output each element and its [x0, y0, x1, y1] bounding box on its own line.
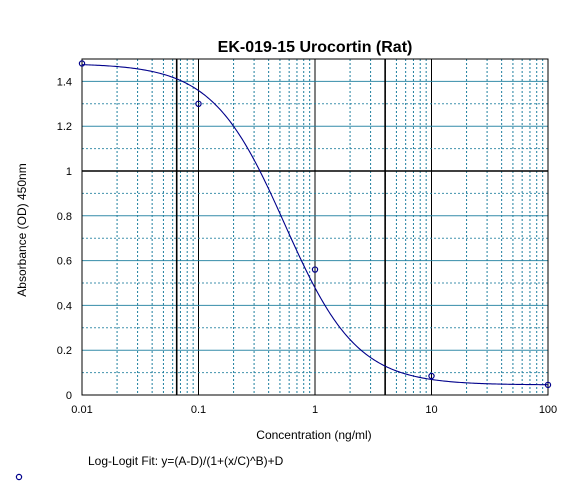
data-point [311, 266, 319, 273]
fit-equation-label: Log-Logit Fit: y=(A-D)/(1+(x/C)^B)+D [88, 454, 284, 468]
data-point [544, 381, 552, 389]
y-tick-label: 0.8 [57, 211, 72, 223]
reference-lines [82, 59, 548, 395]
y-tick-label: 1.2 [57, 121, 72, 133]
y-tick-label: 0.6 [57, 256, 72, 268]
plot-frame [81, 58, 549, 396]
data-point [78, 60, 86, 67]
x-axis-label: Concentration (ng/ml) [256, 428, 371, 442]
x-tick-label: 100 [539, 404, 557, 416]
y-tick-label: 0.2 [57, 345, 72, 357]
fit-curve [81, 64, 549, 386]
tick-labels: 0.01 0.1 1 10 100 0 0.2 0.4 0.6 0.8 1 1.2 1.4 [57, 76, 557, 416]
y-tick-label: 0 [66, 390, 72, 402]
x-tick-label: 10 [425, 404, 437, 416]
y-axis-label: Absorbance (OD) 450nm [15, 163, 29, 296]
x-tick-label: 1 [312, 404, 318, 416]
y-tick-label: 1.4 [57, 76, 72, 88]
y-tick-label: 1 [66, 166, 72, 178]
grid [81, 58, 549, 396]
x-tick-label: 0.1 [191, 404, 206, 416]
chart-title: EK-019-15 Urocortin (Rat) [218, 39, 413, 56]
fit-curve-group [81, 64, 549, 386]
data-point [195, 100, 202, 108]
data-points [78, 60, 552, 389]
legend-marker [15, 473, 23, 481]
x-tick-label: 0.01 [71, 404, 92, 416]
data-point [428, 372, 435, 380]
y-tick-label: 0.4 [57, 300, 72, 312]
